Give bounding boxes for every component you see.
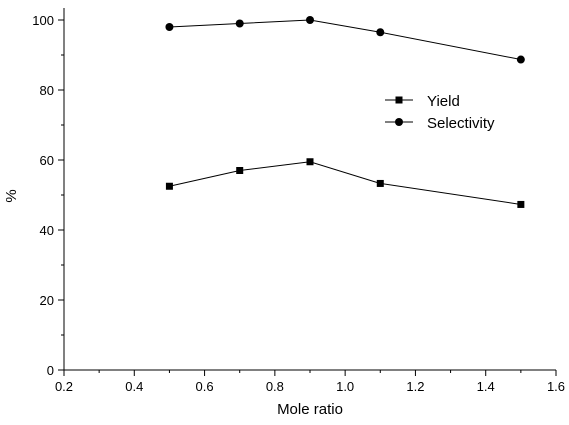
yield-point (165, 182, 173, 190)
selectivity-point (376, 28, 385, 37)
x-tick-label: 1.2 (406, 379, 424, 394)
x-tick-label: 0.2 (55, 379, 73, 394)
selectivity-point (235, 19, 244, 28)
y-tick-label: 100 (32, 13, 54, 28)
legend-selectivity-marker (395, 118, 403, 126)
y-tick-label: 60 (40, 153, 54, 168)
selectivity-point (306, 16, 314, 24)
x-axis-title: Mole ratio (277, 401, 343, 418)
legend-yield-label: Yield (427, 93, 460, 110)
legend-yield-marker (395, 96, 403, 104)
legend-selectivity-label: Selectivity (427, 115, 495, 132)
series-layer (165, 16, 525, 208)
legend: Yield Selectivity (385, 93, 495, 132)
yield-line (169, 161, 521, 205)
selectivity-point (516, 55, 525, 64)
y-tick-label: 20 (40, 293, 54, 308)
y-tick-label: 0 (47, 363, 54, 378)
y-axis-title: % (3, 189, 20, 202)
y-tick-label: 80 (40, 83, 54, 98)
yield-point (376, 179, 384, 187)
selectivity-point (165, 23, 174, 31)
selectivity-line (169, 19, 521, 61)
x-tick-label: 1.0 (336, 379, 354, 394)
yield-point (517, 200, 525, 208)
x-tick-label: 1.6 (547, 379, 565, 394)
yield-point (236, 167, 244, 174)
axes (63, 8, 556, 371)
ticks: 0.2 0.4 0.6 0.8 1.0 1.2 1.4 1.6 0 20 40 60 80 100 (32, 13, 565, 394)
yield-point (306, 158, 314, 166)
x-tick-label: 0.4 (125, 379, 143, 394)
x-tick-label: 1.4 (477, 379, 495, 394)
x-tick-label: 0.8 (266, 379, 284, 394)
x-tick-label: 0.6 (196, 379, 214, 394)
y-tick-label: 40 (40, 223, 54, 238)
